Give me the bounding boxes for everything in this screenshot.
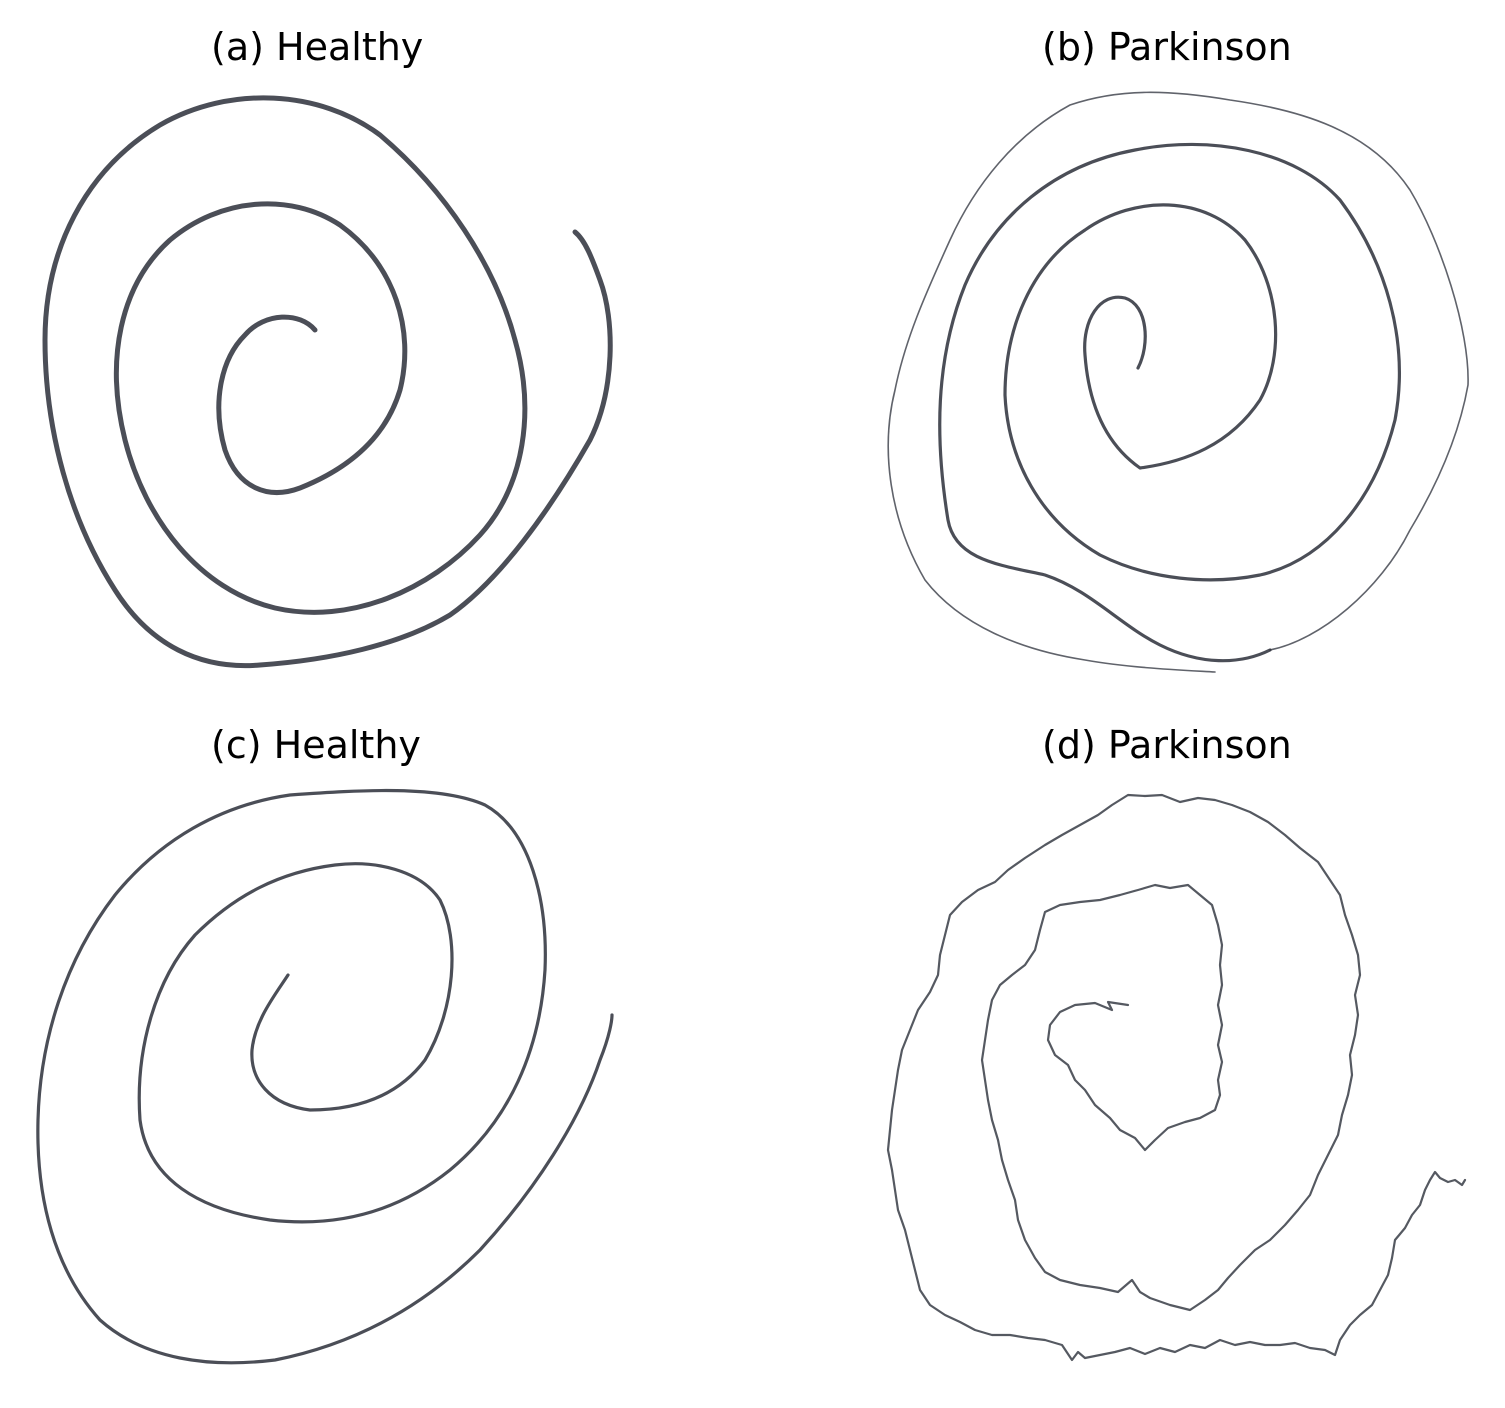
panel-b-spiral-inner-stroke — [938, 142, 1401, 663]
panel-b-spiral-outer-stroke — [887, 91, 1469, 673]
panel-d-spiral-drawing — [886, 793, 1467, 1362]
panel-a-spiral-drawing — [42, 95, 613, 669]
panel-d-title: (d) Parkinson — [1042, 723, 1292, 767]
panel-a-spiral-stroke — [42, 95, 613, 669]
panel-c-spiral-drawing — [36, 788, 614, 1365]
panel-b-title: (b) Parkinson — [1042, 25, 1292, 69]
panel-c-title: (c) Healthy — [211, 723, 421, 767]
panel-a-title: (a) Healthy — [211, 25, 424, 69]
panel-d-spiral-stroke — [886, 793, 1467, 1362]
panel-b-spiral-drawing — [887, 91, 1469, 673]
panel-c-spiral-stroke — [36, 788, 614, 1365]
